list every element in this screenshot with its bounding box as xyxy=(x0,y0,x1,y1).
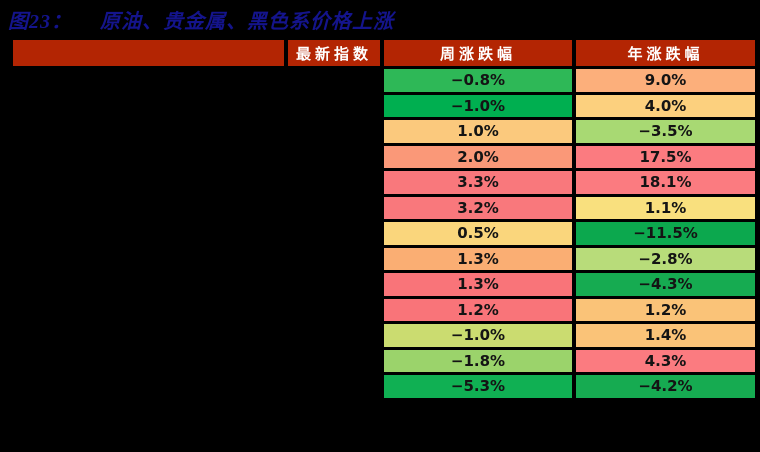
latest-index-cell xyxy=(288,324,380,347)
header-latest-index: 最新指数 xyxy=(288,40,380,66)
year-change-cell: 1.2% xyxy=(576,298,755,321)
latest-index-cell xyxy=(288,349,380,372)
figure-caption: 原油、贵金属、黑色系价格上涨 xyxy=(100,11,394,33)
year-change-cell: −4.3% xyxy=(576,273,755,296)
week-change-cell: 2.0% xyxy=(384,145,572,168)
latest-index-cell xyxy=(288,145,380,168)
latest-index-cell xyxy=(288,69,380,92)
week-change-cell: 1.3% xyxy=(384,273,572,296)
year-change-cell: 4.3% xyxy=(576,349,755,372)
week-change-cell: 0.5% xyxy=(384,222,572,245)
week-change-cell: −5.3% xyxy=(384,375,572,398)
year-change-cell: −11.5% xyxy=(576,222,755,245)
latest-index-cell xyxy=(288,94,380,117)
week-change-cell: 3.2% xyxy=(384,196,572,219)
year-change-cell: −4.2% xyxy=(576,375,755,398)
row-label-cell xyxy=(13,69,284,92)
latest-index-cell xyxy=(288,247,380,270)
latest-index-cell xyxy=(288,196,380,219)
year-change-cell: 17.5% xyxy=(576,145,755,168)
row-label-cell xyxy=(13,145,284,168)
year-change-cell: 18.1% xyxy=(576,171,755,194)
row-label-cell xyxy=(13,298,284,321)
latest-index-cell xyxy=(288,120,380,143)
week-change-cell: 1.2% xyxy=(384,298,572,321)
row-label-cell xyxy=(13,171,284,194)
year-change-cell: −3.5% xyxy=(576,120,755,143)
week-change-cell: −0.8% xyxy=(384,69,572,92)
header-row-labels xyxy=(13,40,284,66)
latest-index-cell xyxy=(288,171,380,194)
year-change-cell: 1.4% xyxy=(576,324,755,347)
row-label-cell xyxy=(13,324,284,347)
row-label-cell xyxy=(13,94,284,117)
row-label-cell xyxy=(13,375,284,398)
row-label-cell xyxy=(13,273,284,296)
row-label-cell xyxy=(13,196,284,219)
week-change-cell: 3.3% xyxy=(384,171,572,194)
row-label-cell xyxy=(13,247,284,270)
latest-index-cell xyxy=(288,298,380,321)
week-change-cell: −1.8% xyxy=(384,349,572,372)
latest-index-cell xyxy=(288,273,380,296)
figure-number: 图23： xyxy=(8,11,72,33)
latest-index-cell xyxy=(288,222,380,245)
header-week-change: 周涨跌幅 xyxy=(384,40,572,66)
year-change-cell: 1.1% xyxy=(576,196,755,219)
figure-title: 图23： 原油、贵金属、黑色系价格上涨 xyxy=(8,5,394,34)
row-label-cell xyxy=(13,349,284,372)
price-table: 最新指数 周涨跌幅 年涨跌幅 −0.8% 9.0% −1.0% 4.0% 1.0… xyxy=(13,40,755,398)
week-change-cell: 1.3% xyxy=(384,247,572,270)
year-change-cell: 9.0% xyxy=(576,69,755,92)
year-change-cell: 4.0% xyxy=(576,94,755,117)
week-change-cell: −1.0% xyxy=(384,324,572,347)
row-label-cell xyxy=(13,120,284,143)
year-change-cell: −2.8% xyxy=(576,247,755,270)
row-label-cell xyxy=(13,222,284,245)
latest-index-cell xyxy=(288,375,380,398)
week-change-cell: −1.0% xyxy=(384,94,572,117)
week-change-cell: 1.0% xyxy=(384,120,572,143)
header-year-change: 年涨跌幅 xyxy=(576,40,755,66)
